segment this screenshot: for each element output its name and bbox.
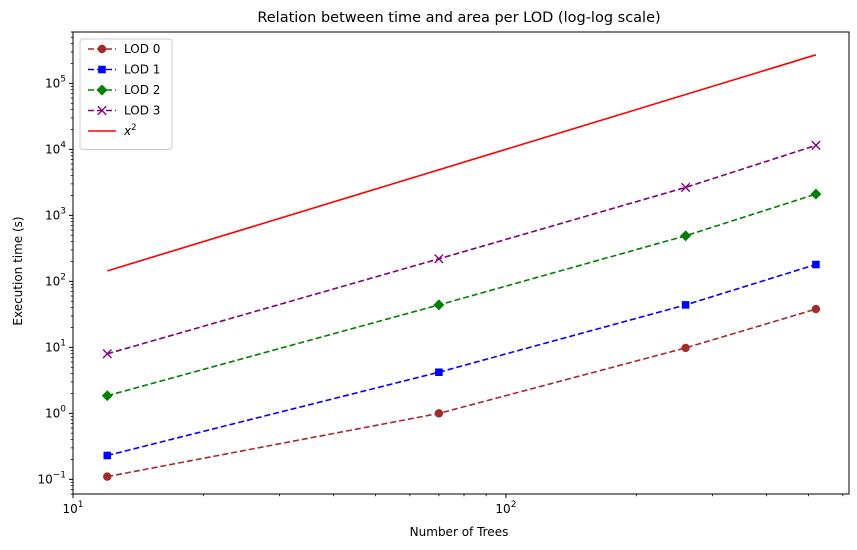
data-point-lod-1-2: [681, 301, 690, 309]
data-point-lod-2-1: [433, 299, 445, 311]
ticks-layer: 101 102 10−1 100 101 102 103 104 105: [37, 31, 844, 516]
data-point-lod-0-1: [434, 409, 444, 418]
x-tick-label-0: 101: [62, 500, 83, 516]
series-line-lod-0: [107, 308, 817, 478]
y-tick-label-3: 102: [45, 272, 66, 288]
y-axis-label: Execution time (s): [11, 216, 25, 325]
data-point-lod-1-0: [103, 451, 112, 460]
legend-item-0: LOD 0: [88, 42, 160, 56]
series-line-x-squared: [107, 54, 817, 272]
x-axis-label: Number of Trees: [410, 525, 509, 539]
data-point-lod-2-2: [680, 230, 692, 242]
legend-swatch-marker-0: [97, 44, 107, 54]
legend-item-3: LOD 3: [88, 104, 160, 118]
data-point-lod-0-2: [681, 343, 690, 353]
data-point-lod-1-3: [812, 260, 820, 269]
series-2: [101, 188, 822, 402]
plot-frame: [72, 31, 850, 495]
legend-label-2: LOD 2: [124, 83, 160, 97]
data-point-lod-3-0: [102, 349, 112, 359]
legend-item-2: LOD 2: [88, 83, 160, 97]
series-layer: [101, 54, 822, 481]
data-point-lod-3-1: [434, 254, 444, 264]
data-point-lod-0-0: [103, 472, 112, 481]
series-3: [102, 140, 821, 359]
legend-label-0: LOD 0: [124, 42, 160, 56]
y-tick-label-4: 103: [45, 206, 66, 222]
series-line-lod-3: [107, 144, 817, 355]
y-tick-label-6: 105: [45, 74, 66, 90]
legend: LOD 0 LOD 1 LOD 2 LOD 3 x2: [79, 38, 173, 150]
legend-swatch-marker-1: [98, 65, 106, 74]
series-1: [103, 260, 820, 460]
y-tick-label-0: 10−1: [37, 470, 66, 486]
legend-item-1: LOD 1: [88, 63, 160, 77]
data-point-lod-3-2: [680, 182, 691, 193]
legend-label-3: LOD 3: [124, 104, 160, 118]
y-tick-label-5: 104: [45, 140, 66, 156]
legend-swatch-marker-2: [96, 84, 108, 96]
legend-label-4: x2: [123, 123, 137, 138]
data-point-lod-2-3: [810, 188, 822, 200]
series-line-lod-1: [107, 263, 817, 457]
data-point-lod-1-1: [435, 368, 443, 377]
data-point-lod-2-0: [101, 390, 113, 402]
y-tick-label-2: 101: [45, 338, 66, 354]
series-0: [103, 304, 821, 481]
legend-swatch-marker-3: [97, 105, 107, 116]
x-tick-label-1: 102: [495, 500, 516, 516]
legend-label-1: LOD 1: [124, 63, 160, 77]
data-point-lod-3-3: [811, 140, 821, 151]
y-tick-label-1: 100: [45, 404, 66, 420]
series-line-lod-2: [107, 193, 817, 397]
legend-item-4: x2: [88, 123, 137, 138]
data-point-lod-0-3: [811, 304, 821, 314]
chart-title: Relation between time and area per LOD (…: [257, 10, 660, 26]
